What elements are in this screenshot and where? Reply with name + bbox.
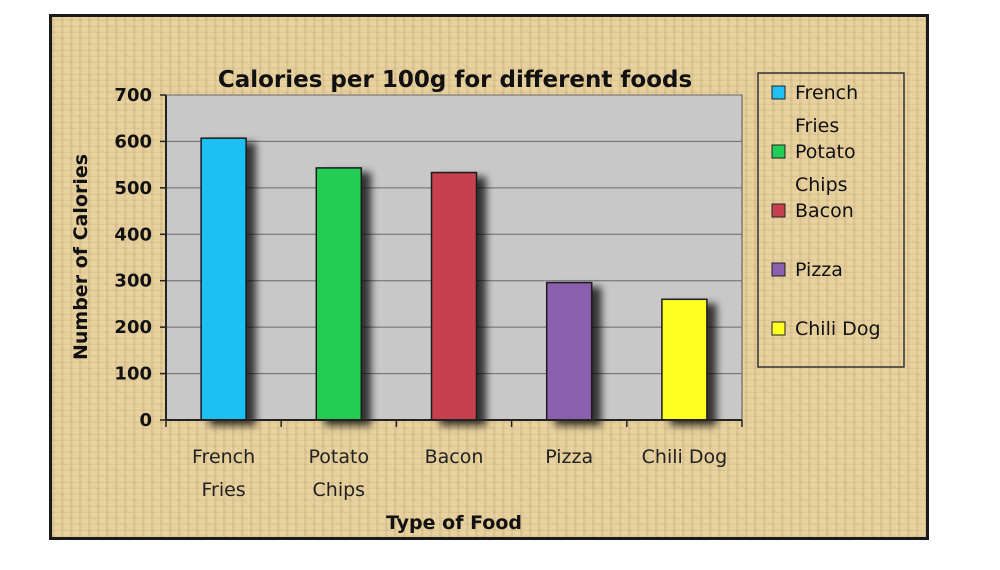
legend-swatch: [771, 203, 786, 218]
x-tick-label: Bacon: [425, 446, 484, 468]
legend-entry-line: Bacon: [795, 200, 854, 222]
y-tick-label: 400: [114, 224, 152, 245]
x-tick-label-line: Potato: [309, 446, 370, 468]
bar: [315, 167, 363, 421]
x-tick-label-line: Fries: [201, 479, 245, 501]
legend-entry: Potato Chips: [795, 141, 856, 196]
x-tick-label-line: Pizza: [545, 446, 593, 468]
legend-swatch: [771, 262, 786, 277]
legend-entry-line: Potato: [795, 141, 856, 163]
y-tick-label: 700: [114, 85, 152, 106]
legend-entry-line: Chips: [795, 174, 848, 196]
bar: [545, 281, 593, 421]
y-tick-label: 0: [139, 410, 152, 431]
x-axis-title: Type of Food: [386, 512, 522, 534]
x-tick-label-line: Chili Dog: [642, 446, 728, 468]
x-axis-ticks: French Fries Potato Chips Bacon Pizza Chili Do…: [165, 420, 743, 501]
x-tick-label: Pizza: [545, 446, 593, 468]
legend-entry: Bacon: [795, 200, 854, 222]
x-tick-label: French Fries: [192, 446, 255, 501]
y-tick-label: 100: [114, 364, 152, 385]
legend-box: [757, 72, 905, 368]
legend-entry-line: Chili Dog: [795, 318, 881, 340]
legend: French Fries Potato Chips Bacon Pizza Chili Do…: [771, 82, 881, 340]
legend-swatch: [771, 144, 786, 159]
bar: [200, 137, 247, 421]
x-tick-label-line: Bacon: [425, 446, 484, 468]
legend-entry: Pizza: [795, 259, 843, 281]
x-tick-label-line: Chips: [313, 479, 366, 501]
legend-swatch: [771, 85, 786, 100]
chart-title: Calories per 100g for different foods: [218, 67, 692, 93]
legend-swatch: [771, 321, 786, 336]
y-tick-label: 200: [114, 317, 152, 338]
y-tick-label: 500: [114, 178, 152, 199]
bar: [661, 298, 708, 421]
legend-entry-line: Pizza: [795, 259, 843, 281]
legend-entry-line: Fries: [795, 115, 839, 137]
y-tick-label: 300: [114, 271, 152, 292]
legend-entry: Chili Dog: [795, 318, 881, 340]
legend-entry: French Fries: [795, 82, 858, 137]
bars: [200, 137, 708, 421]
y-axis-title: Number of Calories: [70, 154, 92, 360]
y-axis-ticks: 0 100 200 300 400 500 600 700: [114, 85, 166, 431]
legend-entry-line: French: [795, 82, 858, 104]
x-tick-label: Chili Dog: [642, 446, 728, 468]
x-tick-label: Potato Chips: [309, 446, 370, 501]
x-tick-label-line: French: [192, 446, 255, 468]
y-tick-label: 600: [114, 131, 152, 152]
bar: [430, 171, 478, 421]
